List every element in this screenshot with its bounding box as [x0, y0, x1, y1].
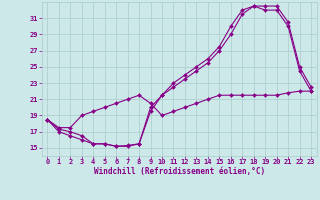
X-axis label: Windchill (Refroidissement éolien,°C): Windchill (Refroidissement éolien,°C)	[94, 167, 265, 176]
